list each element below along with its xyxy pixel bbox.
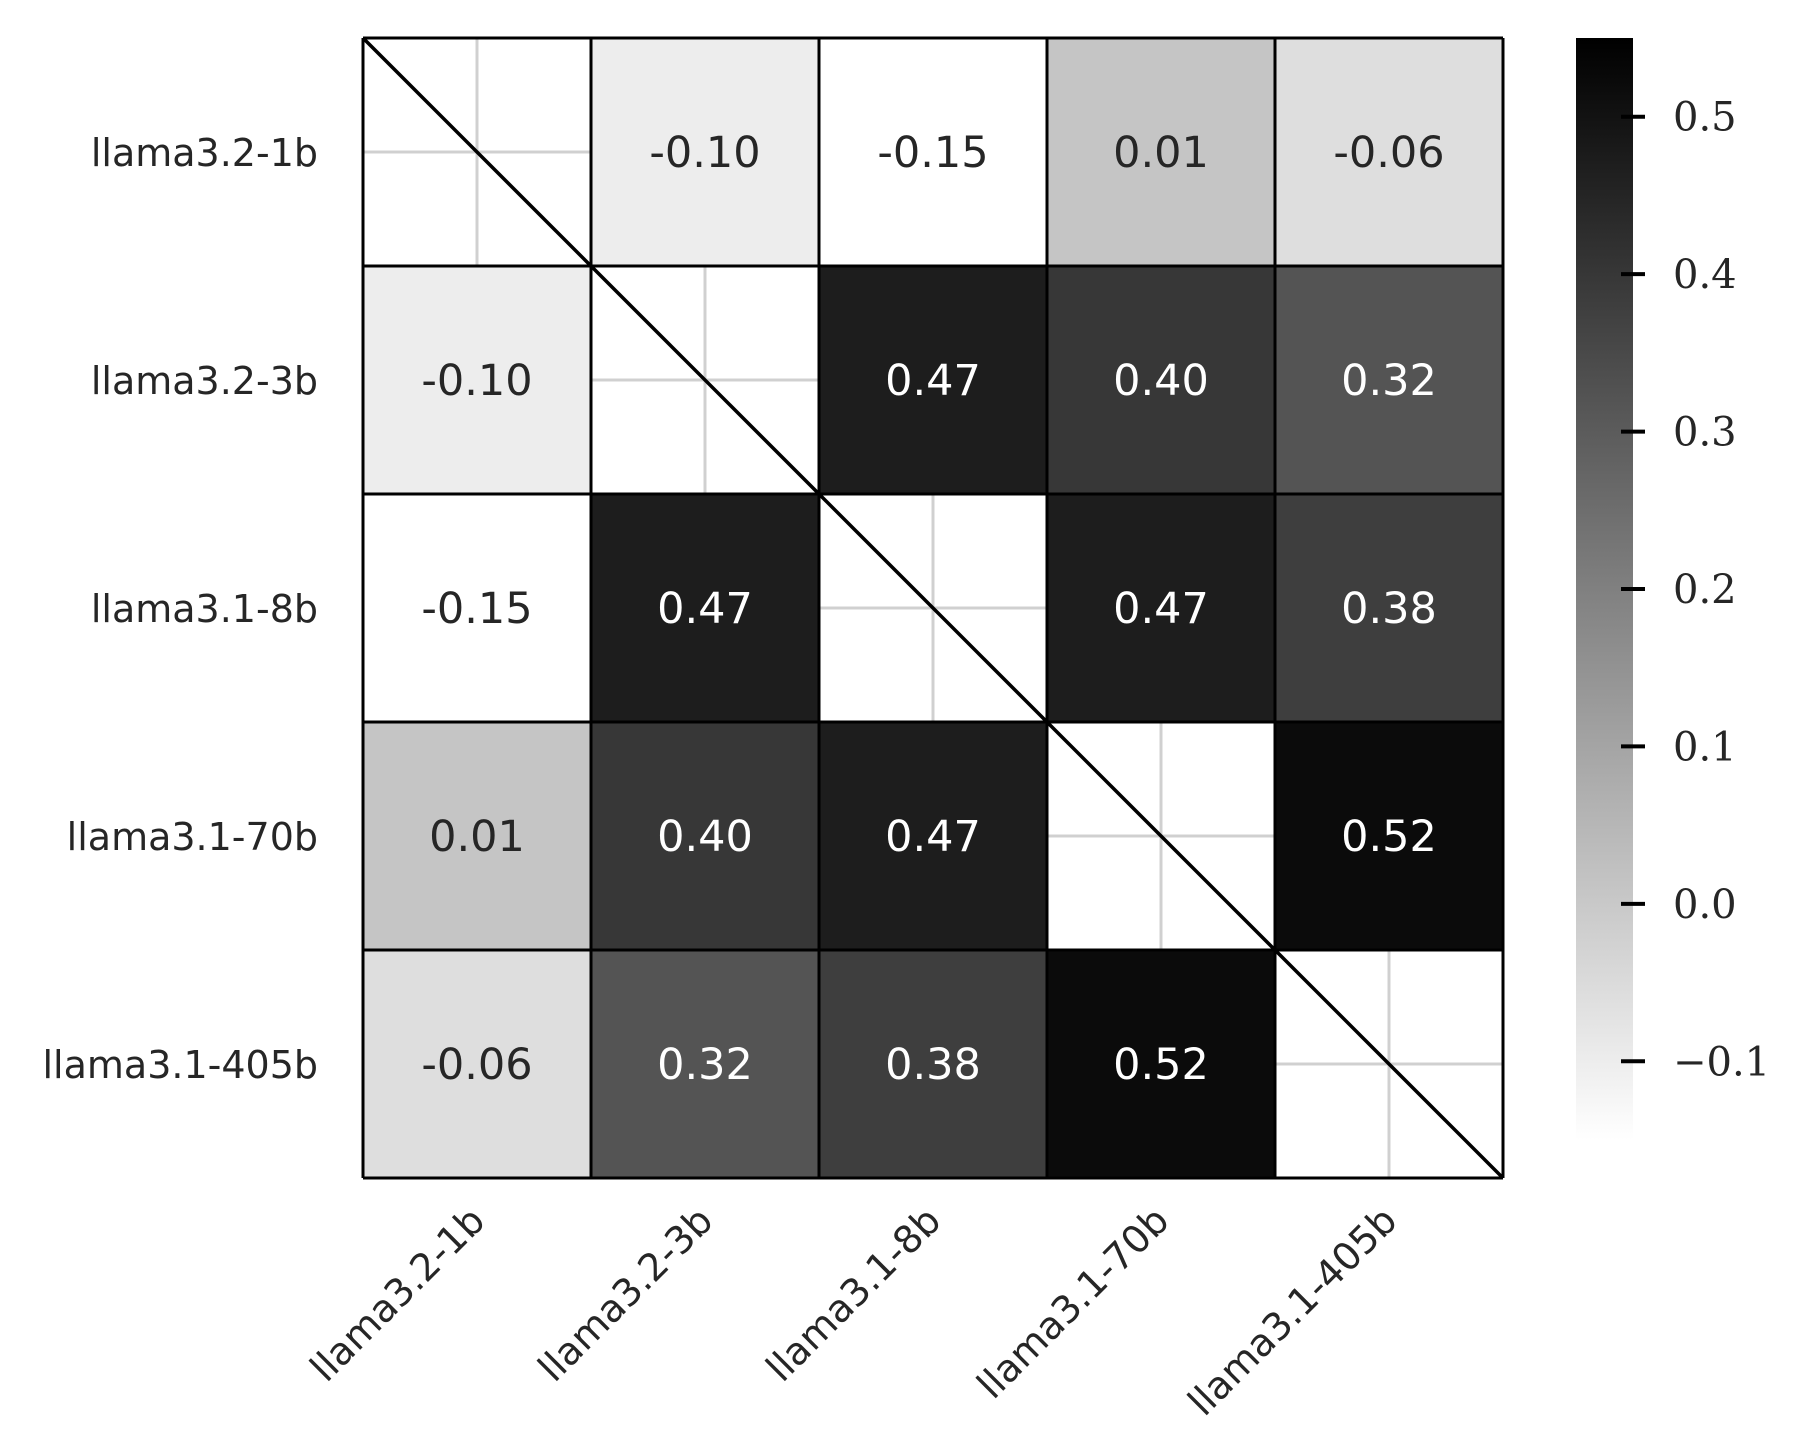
y-axis-labels: llama3.2-1b llama3.2-3b llama3.1-8b llama3.… bbox=[43, 131, 319, 1087]
colorbar-tick-label: 0.4 bbox=[1673, 252, 1737, 298]
cell-value-label: 0.52 bbox=[1341, 812, 1437, 862]
heatmap-cell bbox=[819, 950, 1047, 1178]
cell-value-label: 0.01 bbox=[429, 812, 525, 862]
cell-value-label: 0.38 bbox=[885, 1040, 981, 1090]
y-tick-label: llama3.2-1b bbox=[91, 131, 318, 175]
colorbar-tick-label: 0.2 bbox=[1673, 567, 1737, 613]
heatmap-cell bbox=[1275, 38, 1503, 266]
cell-value-label: -0.10 bbox=[649, 128, 760, 178]
cell-value-label: 0.32 bbox=[1341, 356, 1437, 406]
diagonal-line bbox=[817, 492, 1049, 724]
cell-value-label: -0.06 bbox=[1333, 128, 1444, 178]
heatmap-cell bbox=[1275, 494, 1503, 722]
x-axis-labels: llama3.2-1b llama3.2-3b llama3.1-8b llama3.… bbox=[302, 1198, 1406, 1424]
cell-value-label: 0.40 bbox=[1113, 356, 1209, 406]
colorbar-tick-label: 0.3 bbox=[1673, 410, 1737, 456]
cell-value-label: 0.32 bbox=[657, 1040, 753, 1090]
heatmap-cells: -0.10 -0.15 0.01 -0.06 -0.10 0.47 0.40 0.32 -0.1… bbox=[361, 36, 1505, 1180]
y-tick-label: llama3.1-8b bbox=[91, 587, 318, 631]
cell-value-label: 0.47 bbox=[657, 584, 753, 634]
heatmap-cell bbox=[1047, 266, 1275, 494]
heatmap-cell bbox=[363, 950, 591, 1178]
cell-value-label: 0.47 bbox=[885, 356, 981, 406]
heatmap-cell bbox=[591, 950, 819, 1178]
heatmap-cell bbox=[1047, 38, 1275, 266]
heatmap-cell bbox=[363, 266, 591, 494]
diagonal-line bbox=[1273, 948, 1505, 1180]
heatmap-cell bbox=[591, 38, 819, 266]
cell-value-label: 0.47 bbox=[1113, 584, 1209, 634]
heatmap-cell bbox=[819, 722, 1047, 950]
cell-value-label: -0.06 bbox=[421, 1040, 532, 1090]
heatmap-cell bbox=[363, 722, 591, 950]
cell-value-label: -0.15 bbox=[877, 128, 988, 178]
x-tick-label: llama3.2-1b bbox=[302, 1198, 494, 1390]
colorbar-tick-label: −0.1 bbox=[1673, 1039, 1770, 1085]
heatmap-cell bbox=[591, 494, 819, 722]
x-tick-label: llama3.1-70b bbox=[969, 1198, 1178, 1407]
colorbar-tick-label: 0.0 bbox=[1673, 882, 1737, 928]
cell-value-label: 0.52 bbox=[1113, 1040, 1209, 1090]
heatmap-cell bbox=[1275, 722, 1503, 950]
heatmap-borders bbox=[361, 36, 1505, 1180]
diagonal-line bbox=[1045, 720, 1277, 952]
colorbar-tick-label: 0.5 bbox=[1673, 95, 1737, 141]
cell-value-label: -0.10 bbox=[421, 356, 532, 406]
cell-value-label: 0.40 bbox=[657, 812, 753, 862]
heatmap-cell bbox=[1047, 494, 1275, 722]
diagonal-line bbox=[589, 264, 821, 496]
heatmap-cell bbox=[1047, 950, 1275, 1178]
cell-value-label: -0.15 bbox=[421, 584, 532, 634]
cell-value-label: 0.38 bbox=[1341, 584, 1437, 634]
heatmap-cell bbox=[363, 494, 591, 722]
colorbar-ticks: −0.1 0.0 0.1 0.2 0.3 0.4 0.5 bbox=[1621, 95, 1770, 1085]
cell-value-label: 0.01 bbox=[1113, 128, 1209, 178]
y-tick-label: llama3.1-70b bbox=[67, 815, 318, 859]
heatmap-cell bbox=[1275, 266, 1503, 494]
x-tick-label: llama3.2-3b bbox=[530, 1198, 722, 1390]
heatmap-cell bbox=[591, 722, 819, 950]
x-tick-label: llama3.1-405b bbox=[1179, 1198, 1405, 1424]
cell-value-label: 0.47 bbox=[885, 812, 981, 862]
y-tick-label: llama3.2-3b bbox=[91, 359, 318, 403]
heatmap-cell bbox=[819, 266, 1047, 494]
heatmap-cell bbox=[819, 38, 1047, 266]
colorbar-tick-label: 0.1 bbox=[1673, 724, 1737, 770]
y-tick-label: llama3.1-405b bbox=[43, 1043, 319, 1087]
diagonal-line bbox=[361, 36, 593, 268]
x-tick-label: llama3.1-8b bbox=[758, 1198, 950, 1390]
